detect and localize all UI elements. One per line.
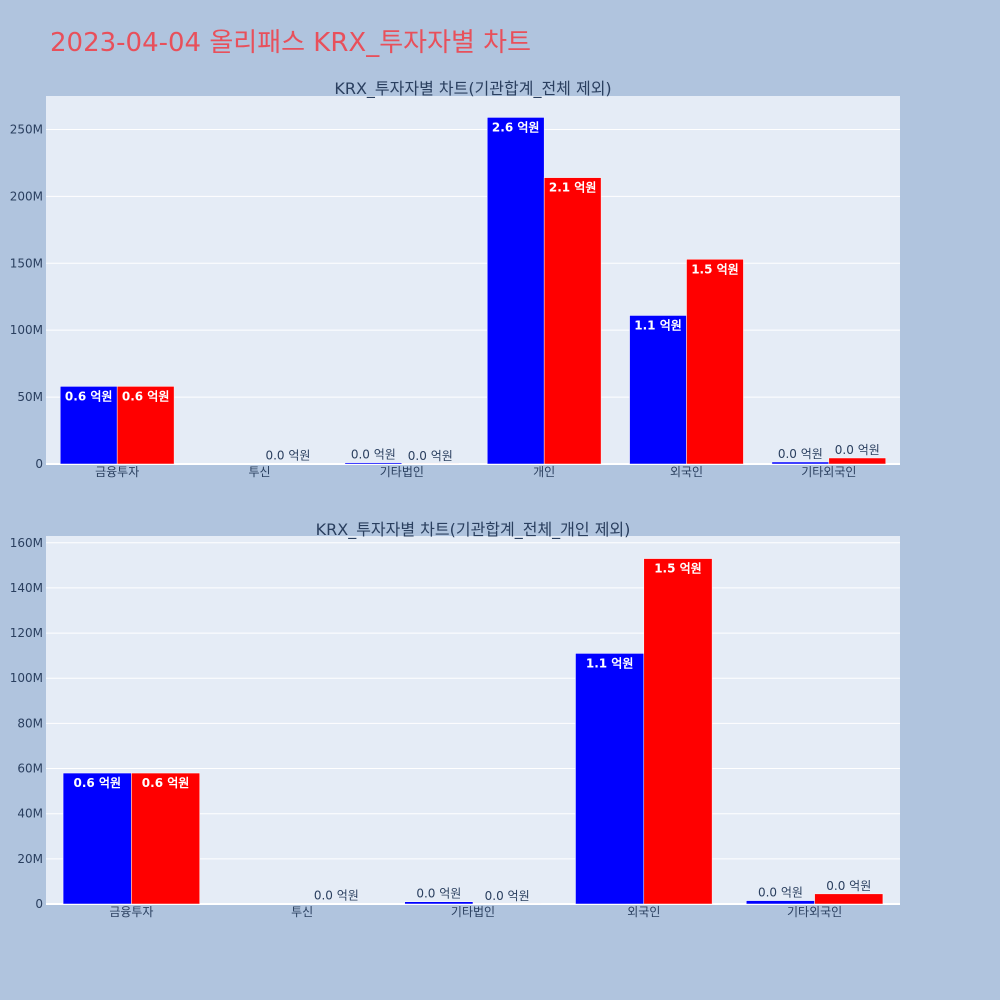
x-tick-label: 기타외국인 [801,465,856,479]
data-label: 0.0 억원 [265,449,310,463]
x-tick-label: 외국인 [670,465,703,479]
bar [686,259,744,465]
data-label: 0.6 억원 [65,389,113,403]
data-label: 0.6 억원 [122,389,170,403]
data-label: 0.0 억원 [835,443,880,457]
y-tick-label: 40M [17,807,43,821]
plot-area [46,96,900,464]
chart-title: KRX_투자자별 차트(기관합계_전체 제외) [334,79,611,99]
data-label: 0.0 억원 [416,887,461,901]
bar [814,893,884,905]
y-tick-label: 100M [10,323,43,337]
data-label: 0.0 억원 [485,889,530,903]
bar [59,386,118,465]
y-tick-label: 100M [10,671,43,685]
chart-2: 0 20M 40M 60M 80M 100M 120M 140M 160M KRX_투자자별 차트… [10,520,900,919]
data-label: 0.0 억원 [408,449,453,463]
data-label: 0.0 억원 [758,886,803,900]
bar [746,900,815,905]
bar [828,457,887,465]
data-label: 0.6 억원 [73,776,121,790]
y-tick-label: 20M [17,852,43,866]
y-tick-label: 0 [35,457,43,471]
data-label: 2.1 억원 [549,181,597,195]
bar [404,901,474,905]
data-label: 0.6 억원 [142,776,190,790]
data-label: 0.0 억원 [351,448,396,462]
y-tick-label: 60M [17,762,43,776]
x-tick-label: 금융투자 [95,465,139,479]
y-tick-label: 0 [35,897,43,911]
x-tick-label: 기타법인 [451,905,495,919]
chart-1: 0 50M 100M 150M 200M 250M KRX_투자자별 차트(기관합계_전체 … [10,79,900,479]
data-label: 0.0 억원 [826,879,871,893]
bar [771,461,830,465]
data-label: 2.6 억원 [492,120,540,134]
x-tick-label: 금융투자 [109,905,153,919]
x-tick-label: 개인 [533,465,555,479]
x-tick-label: 기타외국인 [787,905,842,919]
x-tick-label: 투신 [291,905,313,919]
data-label: 0.0 억원 [314,889,359,903]
bar [62,772,132,905]
bar [486,117,545,465]
y-tick-label: 50M [17,390,43,404]
y-tick-label: 200M [10,189,43,203]
x-tick-label: 외국인 [627,905,660,919]
bar [643,558,713,905]
bar [131,772,200,905]
page-title: 2023-04-04 올리패스 KRX_투자자별 차트 [50,28,532,58]
data-label: 0.0 억원 [778,447,823,461]
x-tick-label: 투신 [248,465,270,479]
x-tick-label: 기타법인 [380,465,424,479]
bar [629,315,687,465]
data-label: 1.1 억원 [586,656,634,670]
bar [116,386,175,465]
bar [575,653,645,905]
y-tick-label: 80M [17,716,43,730]
data-label: 1.5 억원 [691,262,739,276]
y-tick-label: 120M [10,626,43,640]
data-label: 1.1 억원 [634,318,682,332]
bar [543,177,602,465]
y-tick-label: 150M [10,256,43,270]
y-tick-label: 160M [10,536,43,550]
chart-title: KRX_투자자별 차트(기관합계_전체_개인 제외) [316,520,631,540]
y-tick-label: 250M [10,122,43,136]
y-tick-label: 140M [10,581,43,595]
bar [344,462,403,465]
data-label: 1.5 억원 [654,562,702,576]
